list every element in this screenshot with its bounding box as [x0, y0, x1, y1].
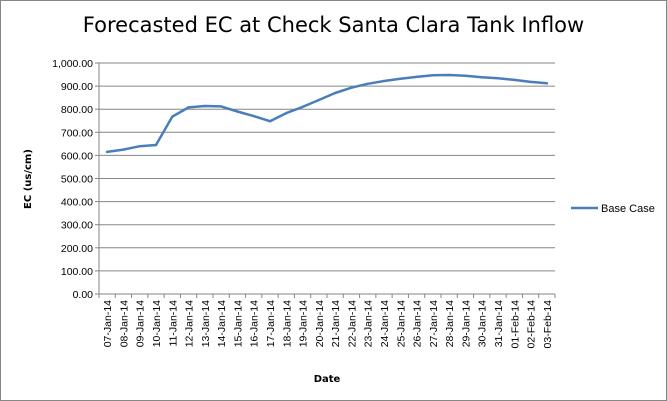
y-tick-label: 0.00	[73, 289, 94, 301]
data-point	[285, 111, 288, 115]
x-tick-label: 19-Jan-14	[298, 300, 310, 347]
data-point	[545, 82, 549, 85]
x-tick-label: 28-Jan-14	[444, 300, 456, 347]
chart-title: Forecasted EC at Check Santa Clara Tank …	[82, 13, 585, 37]
x-tick-label: 24-Jan-14	[379, 300, 391, 347]
data-point	[122, 148, 125, 151]
data-point	[513, 78, 516, 82]
x-tick-label: 11-Jan-14	[167, 300, 179, 347]
data-point	[529, 80, 532, 84]
x-tick-label: 08-Jan-14	[118, 300, 130, 347]
data-point	[236, 110, 239, 113]
data-point	[399, 77, 402, 80]
x-tick-label: 03-Feb-14	[542, 300, 554, 349]
x-tick-label: 09-Jan-14	[135, 300, 147, 347]
x-tick-label: 23-Jan-14	[363, 300, 375, 347]
data-point	[366, 82, 369, 85]
data-point	[138, 144, 141, 148]
data-point	[496, 77, 500, 80]
data-point	[219, 105, 223, 108]
data-point	[203, 104, 207, 108]
y-tick-label: 500.00	[61, 174, 93, 186]
x-ticks: 07-Jan-14 08-Jan-14 09-Jan-14 10-Jan-14 11-J…	[98, 294, 556, 349]
x-tick-label: 30-Jan-14	[477, 300, 489, 347]
data-point	[154, 143, 158, 147]
y-tick-label: 200.00	[61, 243, 93, 255]
x-tick-label: 27-Jan-14	[428, 300, 440, 347]
x-tick-label: 31-Jan-14	[493, 300, 505, 347]
series-line-base-case	[105, 73, 549, 154]
x-tick-label: 14-Jan-14	[216, 300, 228, 347]
gridlines	[99, 62, 555, 272]
x-tick-label: 13-Jan-14	[200, 300, 212, 347]
y-tick-label: 600.00	[61, 150, 93, 162]
data-point	[431, 74, 435, 77]
x-tick-label: 10-Jan-14	[151, 300, 163, 347]
x-tick-label: 01-Feb-14	[509, 300, 521, 349]
x-tick-label: 18-Jan-14	[281, 300, 293, 347]
data-point	[317, 98, 321, 102]
x-axis-title: Date	[314, 374, 341, 385]
x-tick-label: 07-Jan-14	[102, 300, 114, 347]
y-tick-label: 400.00	[61, 197, 93, 209]
data-point	[350, 86, 353, 89]
x-tick-label: 21-Jan-14	[330, 300, 342, 347]
y-tick-label: 100.00	[61, 266, 93, 278]
x-tick-label: 26-Jan-14	[412, 300, 424, 347]
x-tick-label: 16-Jan-14	[249, 300, 261, 347]
y-tick-label: 700.00	[61, 127, 93, 139]
x-tick-label: 29-Jan-14	[460, 300, 472, 347]
y-tick-label: 1,000.00	[52, 58, 93, 70]
y-tick-label: 900.00	[61, 81, 93, 93]
x-tick-label: 02-Feb-14	[526, 300, 538, 349]
y-tick-label: 800.00	[61, 104, 93, 116]
data-point	[480, 76, 483, 79]
x-tick-label: 20-Jan-14	[314, 300, 326, 347]
data-point	[415, 75, 418, 79]
data-point	[333, 91, 337, 95]
data-point	[464, 74, 467, 77]
data-point	[252, 114, 255, 118]
series-layer	[105, 73, 549, 154]
data-point	[105, 150, 109, 154]
data-point	[268, 120, 272, 123]
legend-label-base-case: Base Case	[601, 203, 655, 215]
y-axis-title: EC (us/cm)	[23, 149, 34, 209]
data-point	[171, 115, 174, 118]
x-tick-label: 15-Jan-14	[232, 300, 244, 347]
x-tick-label: 22-Jan-14	[346, 300, 358, 347]
data-point	[301, 105, 304, 109]
x-tick-label: 17-Jan-14	[265, 300, 277, 347]
x-tick-label: 12-Jan-14	[184, 300, 196, 347]
data-point	[447, 73, 451, 77]
y-ticks: 0.00 100.00 200.00 300.00 400.00 500.00 600.00…	[52, 58, 99, 301]
data-point	[187, 106, 190, 109]
x-tick-label: 25-Jan-14	[395, 300, 407, 347]
legend: Base Case	[571, 203, 655, 215]
y-tick-label: 300.00	[61, 220, 93, 232]
data-point	[382, 79, 386, 83]
